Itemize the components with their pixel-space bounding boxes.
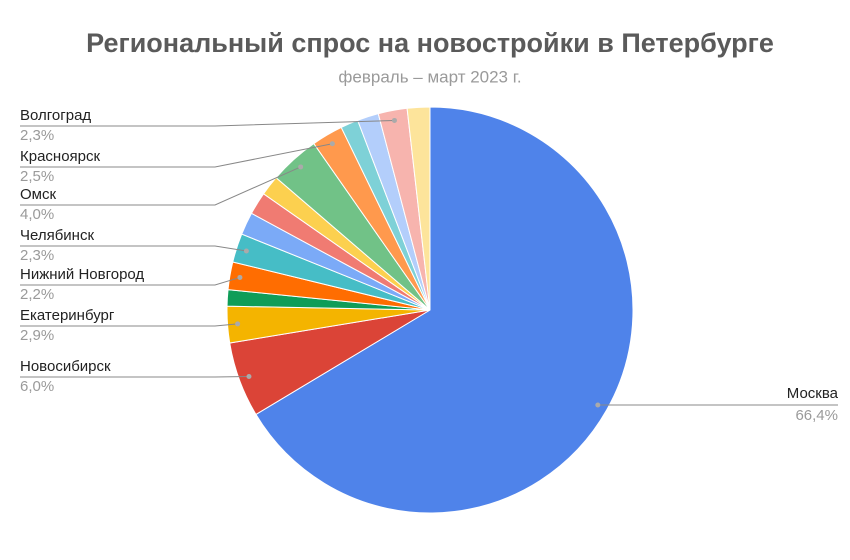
slice-value-label: 2,9% bbox=[20, 327, 54, 344]
chart-subtitle: февраль – март 2023 г. bbox=[338, 67, 521, 86]
pie-slice bbox=[406, 106, 431, 311]
leader-dot bbox=[243, 248, 249, 254]
pie-slice bbox=[255, 106, 634, 514]
leader-line bbox=[20, 119, 395, 127]
slice-value-label: 6,0% bbox=[20, 378, 54, 395]
leader-dot bbox=[595, 402, 601, 408]
slice-label: Красноярск bbox=[20, 148, 101, 165]
slice-label: Волгоград bbox=[20, 107, 91, 124]
slice-label: Нижний Новгород bbox=[20, 266, 144, 283]
slice-value-label: 4,0% bbox=[20, 206, 54, 223]
slice-value-label: 2,5% bbox=[20, 168, 54, 185]
leader-line bbox=[20, 245, 247, 252]
leader-line bbox=[20, 375, 249, 378]
leader-dot bbox=[237, 274, 243, 280]
leader-line bbox=[20, 143, 333, 168]
leader-dot bbox=[391, 117, 397, 123]
slice-value-label: 2,3% bbox=[20, 127, 54, 144]
slice-value-label: 2,3% bbox=[20, 247, 54, 264]
slice-label: Новосибирск bbox=[20, 358, 111, 375]
leader-dot bbox=[235, 321, 241, 327]
leader-dot bbox=[246, 373, 252, 379]
leader-line bbox=[20, 323, 238, 327]
chart-title: Региональный спрос на новостройки в Пете… bbox=[86, 28, 774, 58]
leader-dot bbox=[329, 141, 335, 147]
slice-label: Екатеринбург bbox=[20, 307, 115, 324]
slice-value-label: 66,4% bbox=[795, 407, 838, 424]
leader-line bbox=[20, 276, 241, 286]
slice-label: Омск bbox=[20, 186, 56, 203]
leader-dot bbox=[298, 164, 304, 170]
slice-label: Челябинск bbox=[20, 227, 94, 244]
leader-line bbox=[20, 166, 301, 206]
slice-value-label: 2,2% bbox=[20, 286, 54, 303]
slice-label: Москва bbox=[787, 385, 839, 402]
